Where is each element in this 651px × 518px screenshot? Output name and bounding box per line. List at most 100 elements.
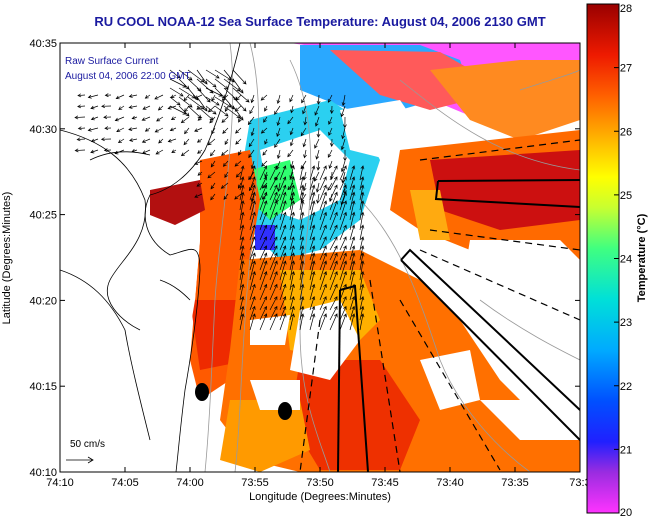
current-vector-arrow bbox=[309, 200, 316, 221]
current-vector-arrow bbox=[222, 127, 229, 134]
current-vector-arrow bbox=[309, 271, 316, 291]
current-vector-arrow bbox=[248, 138, 255, 148]
current-vector-arrow bbox=[299, 184, 305, 201]
current-vector-arrow bbox=[319, 176, 327, 191]
current-vector-arrow bbox=[178, 96, 193, 108]
current-vector-arrow bbox=[339, 176, 347, 191]
current-vector-arrow bbox=[259, 245, 268, 261]
current-vector-arrow bbox=[309, 211, 316, 231]
current-vector-arrow bbox=[316, 193, 320, 204]
current-vector-arrow bbox=[249, 224, 256, 241]
current-vector-arrow bbox=[141, 138, 151, 143]
current-vector-arrow bbox=[156, 116, 164, 122]
current-vector-arrow bbox=[319, 224, 327, 241]
current-vector-arrow bbox=[289, 260, 296, 281]
current-vector-arrow bbox=[329, 200, 338, 221]
current-vector-arrow bbox=[316, 127, 321, 138]
current-vector-arrow bbox=[249, 305, 256, 321]
current-vector-arrow bbox=[339, 283, 347, 301]
current-vector-arrow bbox=[359, 165, 365, 181]
current-vector-arrow bbox=[249, 191, 256, 211]
current-vector-arrow bbox=[289, 94, 294, 103]
current-vector-arrow bbox=[144, 94, 151, 99]
current-vector-arrow bbox=[309, 283, 316, 301]
current-vector-arrow bbox=[260, 127, 268, 134]
current-vector-arrow bbox=[340, 138, 346, 151]
current-vector-arrow bbox=[223, 78, 241, 92]
current-vector-arrow bbox=[302, 138, 307, 148]
current-vector-arrow bbox=[187, 105, 202, 119]
current-vector-arrow bbox=[261, 160, 268, 167]
current-vector-arrow bbox=[316, 94, 321, 105]
current-vector-arrow bbox=[224, 105, 229, 112]
current-vector-arrow bbox=[339, 191, 347, 211]
current-vector-arrow bbox=[100, 137, 112, 142]
current-vector-arrow bbox=[239, 260, 245, 281]
current-vector-arrow bbox=[237, 182, 242, 189]
current-vector-arrow bbox=[249, 236, 256, 251]
current-vector-arrow bbox=[289, 211, 295, 231]
current-vector-arrow bbox=[359, 283, 365, 301]
current-vector-arrow bbox=[269, 224, 278, 241]
current-vector-arrow bbox=[319, 252, 327, 271]
current-vector-arrow bbox=[276, 94, 281, 104]
current-vector-arrow bbox=[339, 296, 347, 311]
current-vector-arrow bbox=[224, 171, 229, 178]
current-vector-arrow bbox=[248, 149, 255, 159]
current-vector-arrow bbox=[309, 236, 316, 251]
current-vector-arrow bbox=[290, 105, 294, 114]
current-vector-arrow bbox=[223, 193, 229, 200]
current-vector-arrow bbox=[232, 69, 247, 85]
x-tick-label: 73:50 bbox=[306, 477, 334, 489]
current-vector-arrow bbox=[87, 94, 99, 99]
current-vector-arrow bbox=[114, 149, 125, 155]
current-vector-arrow bbox=[259, 296, 267, 311]
current-vector-arrow bbox=[259, 200, 268, 221]
current-vector-arrow bbox=[329, 191, 338, 211]
current-vector-arrow bbox=[274, 138, 281, 148]
current-vector-arrow bbox=[239, 211, 245, 231]
current-vector-arrow bbox=[349, 224, 356, 241]
current-vector-arrow bbox=[359, 224, 365, 241]
current-vector-arrow bbox=[329, 176, 338, 191]
current-vector-arrow bbox=[259, 305, 268, 321]
current-vector-arrow bbox=[117, 138, 125, 144]
current-vector-arrow bbox=[180, 116, 190, 124]
current-vector-arrow bbox=[214, 96, 232, 108]
current-vector-arrow bbox=[279, 176, 287, 191]
current-vector-arrow bbox=[302, 105, 307, 115]
current-vector-arrow bbox=[128, 94, 138, 98]
current-vector-arrow bbox=[299, 224, 305, 241]
current-vector-arrow bbox=[249, 252, 256, 271]
current-vector-arrow bbox=[249, 283, 256, 301]
current-vector-arrow bbox=[349, 271, 356, 291]
current-vector-arrow bbox=[249, 165, 256, 181]
current-vector-arrow bbox=[269, 236, 278, 251]
current-vector-arrow bbox=[289, 165, 295, 181]
current-vector-arrow bbox=[90, 149, 99, 154]
current-vector-arrow bbox=[187, 69, 205, 83]
current-vector-arrow bbox=[276, 149, 281, 160]
current-vector-arrow bbox=[250, 127, 255, 137]
current-vector-arrow bbox=[359, 271, 365, 291]
current-vector-arrow bbox=[279, 165, 287, 181]
current-vector-arrow bbox=[329, 184, 338, 201]
current-vector-arrow bbox=[264, 138, 268, 145]
current-vector-arrow bbox=[299, 176, 305, 191]
current-vector-arrow bbox=[269, 200, 278, 221]
current-vector-arrow bbox=[194, 193, 203, 198]
current-vector-arrow bbox=[299, 245, 305, 261]
current-vector-arrow bbox=[239, 252, 245, 271]
current-vector-arrow bbox=[299, 252, 305, 271]
current-vector-arrow bbox=[359, 191, 365, 211]
current-vector-arrow bbox=[359, 184, 365, 201]
current-vector-arrow bbox=[299, 165, 305, 181]
current-vector-arrow bbox=[101, 104, 112, 109]
current-vector-arrow bbox=[269, 271, 278, 291]
current-vector-arrow bbox=[329, 283, 338, 301]
current-vector-arrow bbox=[289, 200, 296, 221]
current-vector-arrow bbox=[269, 191, 278, 211]
current-vector-arrow bbox=[339, 260, 348, 281]
current-vector-arrow bbox=[264, 171, 268, 178]
